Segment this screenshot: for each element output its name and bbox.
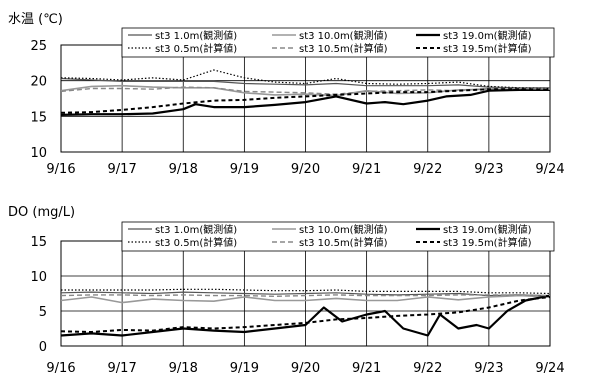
legend-label-st3-1-0m: st3 1.0m(観測値) — [155, 29, 237, 42]
legend-label-st3-19-0m: st3 19.0m(観測値) — [443, 29, 532, 42]
legend-box — [121, 221, 555, 252]
x-tick-label-4: 9/20 — [291, 361, 320, 376]
x-tick-label-1: 9/17 — [108, 162, 137, 177]
series-line-st3-10-0m — [60, 294, 551, 304]
water-temperature-chart: 水温 (℃) 10 15 20 25 9/16 9/17 9/18 9/19 9/20 9/21 9/… — [8, 12, 565, 177]
x-tick-label-8: 9/24 — [535, 162, 564, 177]
x-tick-label-7: 9/23 — [474, 361, 503, 376]
y-tick-label-25: 25 — [30, 39, 47, 54]
legend-box — [121, 27, 555, 58]
x-tick-label-7: 9/23 — [474, 162, 503, 177]
series-line-st3-1-0m — [60, 291, 551, 297]
series-line-st3-19-5m — [60, 296, 551, 333]
series-line-st3-1-0m — [60, 77, 550, 89]
legend-label-st3-19-5m: st3 19.5m(計算値) — [443, 42, 532, 55]
x-tick-label-5: 9/21 — [352, 361, 381, 376]
y-tick-label-20: 20 — [30, 75, 47, 90]
x-tick-label-3: 9/19 — [230, 361, 259, 376]
x-tick-label-2: 9/18 — [169, 162, 198, 177]
series-line-st3-10-5m — [60, 294, 551, 297]
y-tick-label-15: 15 — [30, 110, 47, 125]
dissolved-oxygen-chart: DO (mg/L) 0 5 10 15 9/16 9/17 9/18 9/19 9/20 9/21 9… — [8, 205, 565, 376]
legend-label-st3-10-5m: st3 10.5m(計算値) — [299, 42, 388, 55]
x-tick-label-3: 9/19 — [230, 162, 259, 177]
y-tick-label-10: 10 — [30, 146, 47, 161]
x-tick-label-5: 9/21 — [352, 162, 381, 177]
x-tick-label-4: 9/20 — [291, 162, 320, 177]
y-axis-label: 水温 (℃) — [8, 12, 63, 27]
y-axis-label: DO (mg/L) — [8, 205, 75, 220]
y-tick-label-5: 5 — [39, 305, 47, 320]
legend-label-st3-19-5m: st3 19.5m(計算値) — [443, 236, 532, 249]
legend-label-st3-0-5m: st3 0.5m(計算値) — [155, 236, 237, 249]
legend-label-st3-0-5m: st3 0.5m(計算値) — [155, 42, 237, 55]
series-line-st3-0-5m — [60, 69, 551, 90]
legend-label-st3-19-0m: st3 19.0m(観測値) — [443, 223, 532, 236]
y-tick-label-0: 0 — [39, 340, 47, 355]
legend-label-st3-10-5m: st3 10.5m(計算値) — [299, 236, 388, 249]
legend-label-st3-10-0m: st3 10.0m(観測値) — [299, 29, 388, 42]
x-tick-label-2: 9/18 — [169, 361, 198, 376]
x-tick-label-6: 9/22 — [413, 162, 442, 177]
legend-label-st3-10-0m: st3 10.0m(観測値) — [299, 223, 388, 236]
series-line-st3-19-5m — [60, 88, 551, 114]
x-tick-label-0: 9/16 — [46, 361, 75, 376]
x-tick-label-0: 9/16 — [46, 162, 75, 177]
x-tick-label-1: 9/17 — [108, 361, 137, 376]
series-line-st3-0-5m — [61, 288, 551, 295]
x-tick-label-8: 9/24 — [535, 361, 564, 376]
y-tick-label-10: 10 — [30, 270, 47, 285]
y-tick-label-15: 15 — [30, 235, 47, 250]
x-tick-label-6: 9/22 — [413, 361, 442, 376]
legend-label-st3-1-0m: st3 1.0m(観測値) — [155, 223, 237, 236]
series-line-st3-19-0m — [60, 88, 550, 116]
